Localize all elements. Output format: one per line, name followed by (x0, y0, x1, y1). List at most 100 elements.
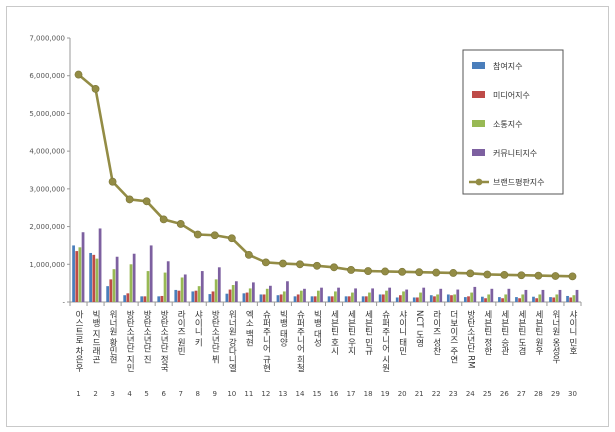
category-label: 세븐틴 정한 (482, 310, 492, 355)
rank-label: 25 (483, 390, 492, 398)
bar-커뮤니티지수 (524, 289, 528, 302)
bar-미디어지수 (279, 294, 283, 302)
line-point-브랜드평판지수 (193, 230, 202, 239)
category-label: 샤이니 태민 (397, 309, 407, 355)
line-point-브랜드평판지수 (125, 195, 134, 204)
bar-참여지수 (566, 295, 569, 302)
rank-label: 27 (517, 390, 526, 398)
bar-소통지수 (521, 294, 525, 302)
line-point-브랜드평판지수 (91, 85, 100, 93)
bar-소통지수 (248, 288, 252, 302)
rank-label: 9 (213, 390, 217, 398)
bar-소통지수 (487, 294, 491, 302)
category-label: 세븐틴 도겸 (516, 310, 526, 355)
line-point-브랜드평판지수 (159, 215, 168, 224)
y-tick-label: 1,000,000 (29, 261, 65, 269)
legend-swatch-marker (475, 178, 483, 186)
bar-소통지수 (197, 286, 201, 302)
bar-커뮤니티지수 (149, 245, 153, 302)
bar-미디어지수 (75, 251, 79, 302)
rank-label: 22 (432, 390, 441, 398)
bar-커뮤니티지수 (371, 288, 374, 302)
line-point-브랜드평판지수 (108, 177, 117, 186)
rank-label: 1 (76, 390, 80, 398)
legend-swatch-커뮤니티지수 (472, 149, 485, 156)
bar-커뮤니티지수 (337, 287, 340, 302)
bar-소통지수 (504, 294, 508, 302)
bar-참여지수 (106, 286, 110, 302)
line-point-브랜드평판지수 (415, 268, 424, 277)
bar-소통지수 (180, 277, 184, 302)
line-point-브랜드평판지수 (517, 271, 526, 280)
bar-미디어지수 (433, 296, 436, 302)
bar-소통지수 (265, 288, 269, 302)
bar-커뮤니티지수 (320, 287, 323, 302)
bar-커뮤니티지수 (286, 281, 289, 302)
rank-label: 28 (534, 390, 543, 398)
line-point-브랜드평판지수 (449, 269, 458, 277)
bar-참여지수 (208, 294, 212, 302)
bar-참여지수 (310, 296, 314, 302)
rank-label: 18 (364, 390, 373, 398)
y-tick-label: 2,000,000 (29, 223, 65, 231)
y-tick-label: 5,000,000 (29, 110, 65, 118)
bar-커뮤니티지수 (252, 282, 255, 302)
bar-참여지수 (174, 289, 178, 302)
rank-label: 3 (110, 390, 114, 398)
bar-미디어지수 (364, 296, 368, 302)
category-label: 방탄소년단 진 (142, 309, 152, 363)
line-point-브랜드평판지수 (364, 267, 372, 275)
bar-미디어지수 (467, 296, 470, 302)
bar-커뮤니티지수 (490, 288, 494, 302)
rank-label: 20 (398, 390, 407, 398)
rank-label: 8 (196, 390, 200, 398)
bar-미디어지수 (535, 298, 539, 302)
category-label: 슈퍼주니어 시원 (380, 310, 390, 372)
bar-미디어지수 (160, 295, 164, 302)
y-tick-label: 7,000,000 (29, 35, 65, 43)
bar-커뮤니티지수 (166, 261, 170, 302)
bar-커뮤니티지수 (388, 287, 392, 302)
bar-커뮤니티지수 (575, 289, 579, 302)
bar-소통지수 (453, 294, 456, 302)
line-point-브랜드평판지수 (74, 70, 83, 79)
line-point-브랜드평판지수 (347, 266, 355, 274)
bar-참여지수 (532, 296, 535, 302)
rank-label: 19 (381, 390, 390, 398)
bar-미디어지수 (569, 297, 573, 302)
bar-커뮤니티지수 (234, 281, 238, 302)
category-label: 빅뱅 태양 (278, 310, 288, 347)
rank-label: 21 (415, 390, 424, 398)
y-tick-label: 4,000,000 (29, 148, 65, 156)
bar-미디어지수 (228, 289, 232, 302)
bar-미디어지수 (194, 290, 198, 302)
rank-label: 16 (330, 390, 339, 398)
bar-미디어지수 (92, 254, 96, 302)
category-label: 세븐틴 민규 (363, 310, 373, 356)
category-label: 슈퍼주니어 희철 (295, 310, 305, 372)
bar-참여지수 (429, 295, 433, 302)
category-label: 엑소 백현 (244, 309, 254, 346)
rank-label: 23 (449, 390, 458, 398)
category-label: 샤이니 키 (193, 309, 203, 347)
rank-label: 13 (278, 390, 287, 398)
bar-미디어지수 (262, 294, 266, 302)
line-point-브랜드평판지수 (227, 234, 236, 243)
rank-label: 2 (93, 390, 97, 398)
category-label: 라이즈 성찬 (431, 310, 441, 355)
line-point-브랜드평판지수 (142, 197, 151, 206)
category-label: 세븐틴 승관 (499, 310, 509, 355)
rank-label: 26 (500, 390, 509, 398)
bar-소통지수 (214, 279, 218, 302)
line-point-브랜드평판지수 (500, 270, 509, 279)
rank-label: 11 (244, 390, 253, 398)
bar-소통지수 (231, 285, 235, 302)
bar-소통지수 (129, 264, 133, 302)
bar-커뮤니티지수 (439, 288, 443, 302)
bar-참여지수 (157, 296, 161, 302)
line-point-브랜드평판지수 (261, 258, 270, 267)
rank-label: 24 (466, 390, 475, 398)
bar-소통지수 (299, 290, 303, 302)
bar-소통지수 (368, 292, 371, 302)
